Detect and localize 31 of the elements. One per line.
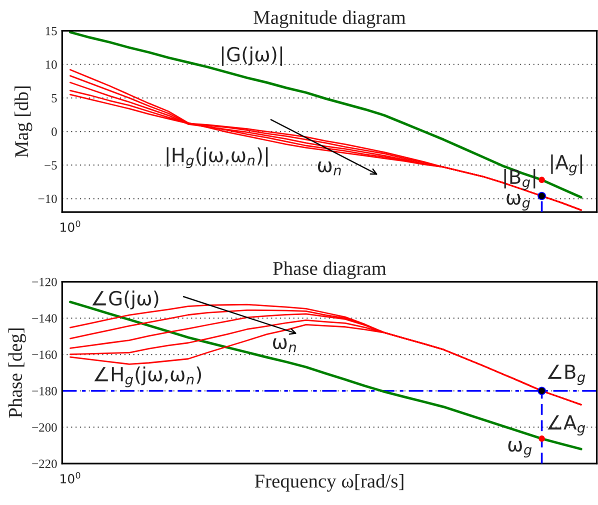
y-tick-label: 5 <box>52 94 57 102</box>
y-tick-label: −140 <box>32 314 57 323</box>
y-tick-label: 0 <box>52 128 57 136</box>
y-tick-label: 10 <box>46 60 57 69</box>
y-tick-label: −160 <box>32 350 57 359</box>
annotation: |H$_{g}$(jω,ω$_{n}$)| <box>166 147 268 168</box>
x-axis-title: Frequency ω[rad/s] <box>254 474 404 492</box>
annotation: ω$_{g}$ <box>506 194 530 211</box>
y-tick-label: −180 <box>32 386 57 396</box>
annotation: ∠H$_{g}$(jω,ω$_{n}$) <box>94 366 202 388</box>
annotation: ω$_{n}$ <box>318 161 341 176</box>
y-tick-label: −200 <box>32 423 57 432</box>
annotation: |G(jω)| <box>222 46 282 66</box>
annotation: ω$_{g}$ <box>508 440 532 458</box>
y-axis-title: Mag [db] <box>14 86 32 158</box>
y-tick-label: −10 <box>38 194 57 204</box>
y-axis-title: Phase [deg] <box>8 328 26 418</box>
annotation: ∠A$_{g}$ <box>548 415 586 436</box>
chart-title: Phase diagram <box>273 261 386 280</box>
y-tick-label: 15 <box>46 26 57 36</box>
y-tick-label: −120 <box>32 278 57 286</box>
annotation: ∠B$_{g}$ <box>548 364 586 385</box>
text: 10$^{0}$ <box>60 472 80 484</box>
text: 10$^{0}$ <box>60 220 80 232</box>
annotation: |B$_{g}$| <box>504 168 536 190</box>
annotation: |A$_{g}$| <box>551 154 582 176</box>
y-tick-label: −220 <box>32 460 57 468</box>
y-tick-label: −5 <box>44 161 57 170</box>
annotation: ω$_{n}$ <box>273 338 296 352</box>
chart-title: Magnitude diagram <box>254 10 406 28</box>
annotation: ∠G(jω) <box>92 290 158 310</box>
